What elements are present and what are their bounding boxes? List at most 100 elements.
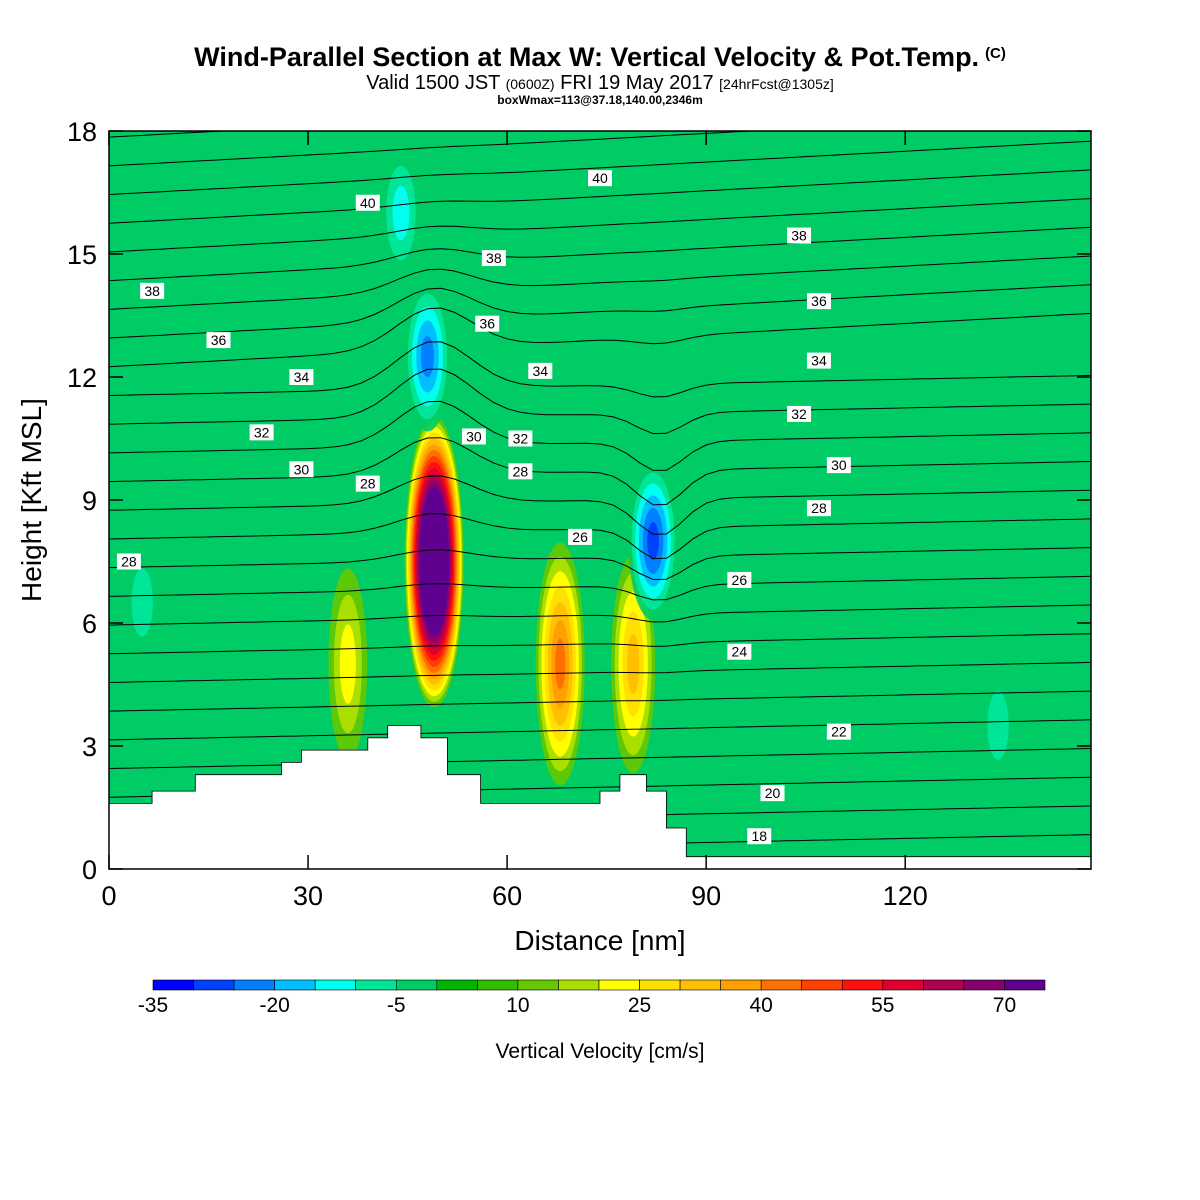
svg-text:36: 36: [811, 293, 827, 309]
contour-label: 26: [568, 528, 593, 545]
contour-label: 28: [355, 475, 380, 492]
x-tick-label: 0: [101, 881, 116, 911]
chart-subtitle: Valid 1500 JST (0600Z) FRI 19 May 2017 […: [366, 72, 834, 94]
contour-label: 40: [355, 194, 380, 211]
downdraft-core: [979, 665, 1017, 786]
contour-label: 38: [787, 227, 812, 244]
potential-temperature-contours: [109, 131, 1091, 856]
updraft-core: [328, 568, 368, 760]
svg-text:30: 30: [294, 461, 310, 477]
contour-label: 26: [727, 571, 752, 588]
colorbar-swatch: [639, 979, 681, 991]
colorbar-swatch: [679, 979, 721, 991]
colorbar-tick-label: 70: [993, 994, 1016, 1017]
contour-label: 28: [508, 463, 533, 480]
svg-text:22: 22: [831, 724, 847, 740]
colorbar-swatch: [193, 979, 235, 991]
contour-label: 38: [481, 250, 506, 267]
colorbar-tick-label: 55: [871, 994, 894, 1017]
x-axis: 0 30 60 90 120: [101, 131, 928, 911]
svg-text:36: 36: [479, 316, 495, 332]
colorbar-swatch: [923, 979, 965, 991]
contour-label: 28: [116, 553, 141, 570]
y-axis-label: Height [Kft MSL]: [16, 398, 47, 602]
svg-text:28: 28: [811, 500, 827, 516]
svg-text:26: 26: [572, 529, 588, 545]
contour-label: 28: [806, 500, 831, 517]
contour-label: 20: [760, 785, 785, 802]
contour-label: 32: [508, 430, 533, 447]
contour-label: 36: [806, 293, 831, 310]
svg-text:28: 28: [121, 554, 137, 570]
svg-text:38: 38: [791, 228, 807, 244]
colorbar-swatch: [760, 979, 803, 991]
x-tick-label: 120: [883, 881, 928, 911]
contour-label: 34: [806, 352, 831, 369]
chart-box-info: boxWmax=113@37.18,140.00,2346m: [497, 93, 703, 107]
svg-text:38: 38: [486, 250, 502, 266]
contour-label: 24: [727, 643, 752, 660]
x-tick-label: 90: [691, 881, 721, 911]
x-axis-label: Distance [nm]: [514, 925, 685, 956]
svg-text:28: 28: [360, 476, 376, 492]
svg-text:18: 18: [751, 828, 767, 844]
colorbar-tick-label: -20: [259, 994, 289, 1017]
contour-label: 40: [588, 170, 612, 187]
colorbar-tick-label: -5: [387, 994, 406, 1017]
svg-text:30: 30: [831, 457, 847, 473]
colorbar-swatch: [233, 979, 275, 991]
colorbar-swatch: [882, 979, 924, 991]
updraft-core: [404, 415, 464, 708]
svg-text:32: 32: [513, 431, 529, 447]
colorbar-swatch: [152, 979, 194, 991]
colorbar-swatch: [477, 979, 519, 991]
svg-text:34: 34: [811, 353, 827, 369]
colorbar-tick-label: -35: [138, 994, 168, 1017]
svg-text:32: 32: [791, 406, 807, 422]
terrain: [108, 725, 1092, 870]
chart-title: Wind-Parallel Section at Max W: Vertical…: [194, 42, 1006, 72]
svg-text:34: 34: [294, 369, 310, 385]
colorbar-swatch: [558, 979, 600, 991]
svg-text:34: 34: [532, 363, 548, 379]
colorbar-swatch: [963, 979, 1005, 991]
contour-labels: 40 40 38 38 38 36 36 36 34 34 34 32 32 32 30 30 30 28 28 28…: [116, 170, 851, 845]
colorbar-swatch: [274, 979, 316, 991]
colorbar-tick-label: 10: [506, 994, 529, 1017]
x-tick-label: 30: [293, 881, 323, 911]
y-tick-label: 6: [82, 609, 97, 639]
downdraft-core: [123, 542, 161, 663]
colorbar-swatch: [598, 979, 640, 991]
velocity-features: [123, 147, 1017, 786]
colorbar-tick-label: 25: [628, 994, 651, 1017]
colorbar-tick-label: 40: [750, 994, 773, 1017]
downdraft-core: [404, 281, 451, 432]
contour-label: 22: [826, 723, 851, 740]
svg-text:38: 38: [144, 283, 160, 299]
svg-text:20: 20: [765, 785, 781, 801]
downdraft-core: [628, 461, 678, 621]
y-tick-label: 9: [82, 486, 97, 516]
contour-label: 32: [787, 405, 812, 422]
svg-text:26: 26: [732, 572, 748, 588]
y-tick-label: 15: [67, 240, 97, 270]
contour-label: 30: [289, 461, 314, 478]
colorbar-swatch: [436, 979, 478, 991]
contour-label: 38: [140, 282, 165, 299]
svg-text:32: 32: [254, 424, 270, 440]
contour-label: 34: [289, 369, 314, 385]
colorbar-swatch: [720, 979, 762, 991]
colorbar-swatch: [314, 979, 357, 991]
x-tick-label: 60: [492, 881, 522, 911]
updraft-core: [535, 542, 585, 786]
colorbar-swatch: [801, 979, 843, 991]
svg-text:24: 24: [732, 644, 748, 660]
contour-label: 18: [747, 828, 772, 845]
colorbar-swatch: [1004, 979, 1046, 991]
svg-text:40: 40: [360, 195, 376, 211]
y-tick-label: 3: [82, 732, 97, 762]
colorbar-swatch: [355, 979, 397, 991]
colorbar-swatch: [517, 979, 559, 991]
contour-label: 36: [206, 332, 231, 349]
